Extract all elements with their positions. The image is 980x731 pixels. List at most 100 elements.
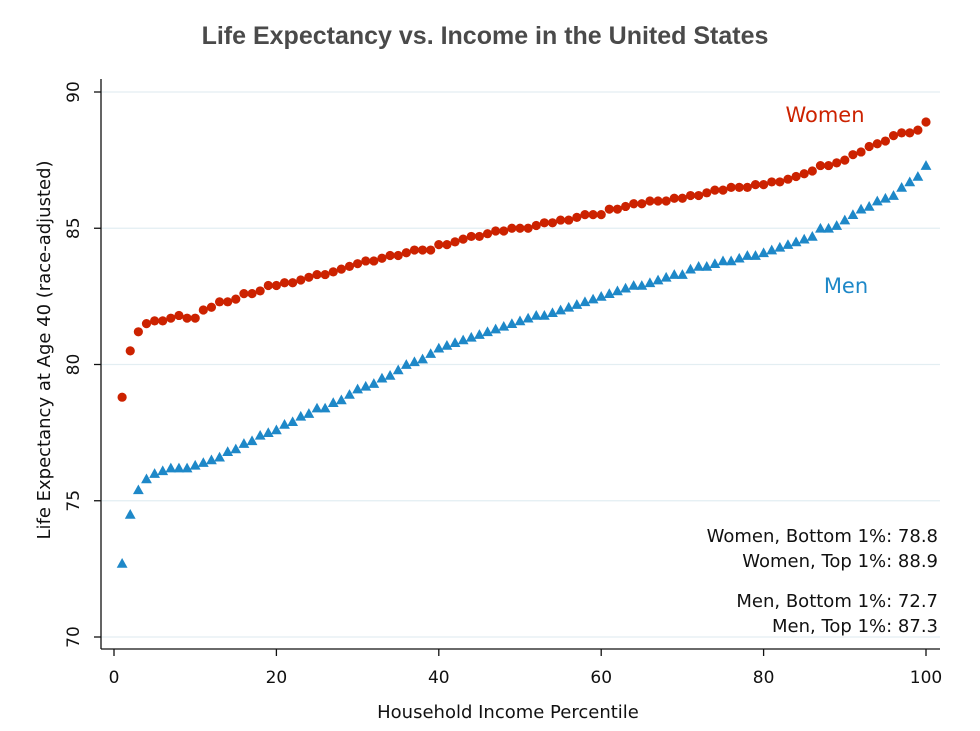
point-men: [725, 255, 737, 266]
point-men: [701, 261, 713, 271]
point-men: [384, 370, 396, 380]
point-women: [815, 160, 826, 171]
point-men: [141, 473, 152, 484]
x-tick-label: 20: [266, 668, 288, 688]
point-women: [677, 193, 688, 203]
point-women: [864, 141, 874, 152]
point-men: [376, 372, 388, 383]
point-men: [717, 255, 729, 266]
point-women: [344, 261, 355, 271]
series-label-men: Men: [824, 274, 868, 298]
point-women: [182, 313, 192, 323]
point-men: [449, 337, 461, 348]
point-men: [766, 244, 778, 255]
point-women: [848, 150, 858, 160]
point-women: [807, 166, 817, 176]
point-women: [897, 128, 907, 138]
point-women: [767, 177, 777, 187]
point-women: [856, 147, 866, 157]
point-women: [482, 229, 493, 239]
point-men: [839, 214, 851, 225]
point-men: [303, 408, 315, 418]
point-men: [149, 468, 160, 478]
point-men: [644, 277, 656, 288]
point-men: [660, 271, 672, 282]
series-label-women: Women: [785, 103, 864, 127]
point-women: [239, 289, 249, 299]
point-men: [465, 331, 477, 342]
point-women: [304, 272, 314, 282]
point-men: [668, 269, 680, 279]
point-men: [506, 318, 518, 328]
point-women: [507, 223, 517, 233]
point-women: [775, 177, 785, 187]
point-women: [661, 196, 671, 206]
point-women: [158, 316, 168, 326]
data-points: [116, 117, 932, 568]
point-men: [806, 231, 818, 241]
x-tick-label: 100: [910, 668, 942, 688]
point-men: [790, 236, 802, 247]
point-women: [255, 286, 265, 296]
point-men: [831, 220, 843, 230]
point-men: [352, 383, 363, 394]
point-women: [685, 190, 696, 201]
point-women: [872, 139, 882, 149]
point-women: [499, 226, 509, 236]
point-women: [393, 250, 403, 261]
point-women: [231, 294, 241, 304]
point-women: [726, 182, 736, 192]
point-women: [141, 319, 152, 329]
point-men: [400, 359, 412, 369]
point-women: [166, 313, 176, 323]
point-women: [653, 196, 663, 206]
point-women: [840, 155, 850, 165]
point-men: [327, 397, 339, 407]
point-women: [832, 158, 842, 168]
point-women: [150, 316, 160, 326]
point-women: [377, 253, 387, 263]
point-women: [125, 346, 135, 356]
point-women: [921, 117, 931, 127]
point-men: [798, 233, 810, 244]
point-men: [709, 258, 721, 268]
point-men: [197, 457, 209, 467]
point-women: [702, 188, 712, 198]
point-women: [466, 231, 476, 242]
point-women: [556, 215, 566, 225]
ticks: 70 75 80 85 90 0 20 40 60 80 100: [64, 81, 942, 688]
point-women: [434, 240, 444, 250]
point-men: [595, 290, 607, 301]
point-women: [320, 269, 330, 280]
point-women: [206, 302, 217, 312]
point-women: [442, 240, 452, 250]
point-women: [588, 210, 598, 220]
point-women: [531, 220, 541, 231]
point-men: [165, 462, 177, 473]
point-women: [799, 169, 809, 179]
point-women: [279, 278, 290, 288]
point-men: [628, 280, 640, 290]
point-women: [361, 256, 371, 266]
point-men: [750, 250, 761, 260]
point-men: [652, 274, 664, 285]
y-tick-label: 90: [64, 81, 84, 103]
annotation-women-bottom: Women, Bottom 1%: 78.8: [707, 526, 938, 547]
point-women: [474, 231, 484, 242]
point-women: [263, 280, 273, 291]
point-women: [271, 280, 281, 291]
point-men: [246, 435, 258, 446]
point-men: [417, 353, 428, 364]
point-men: [685, 263, 696, 274]
point-men: [888, 190, 899, 200]
point-women: [247, 289, 257, 299]
point-men: [620, 282, 631, 293]
point-women: [669, 193, 679, 203]
point-men: [173, 462, 185, 473]
point-women: [629, 199, 639, 209]
point-men: [815, 222, 826, 233]
point-men: [547, 307, 558, 318]
point-women: [637, 199, 647, 209]
point-women: [742, 182, 752, 192]
